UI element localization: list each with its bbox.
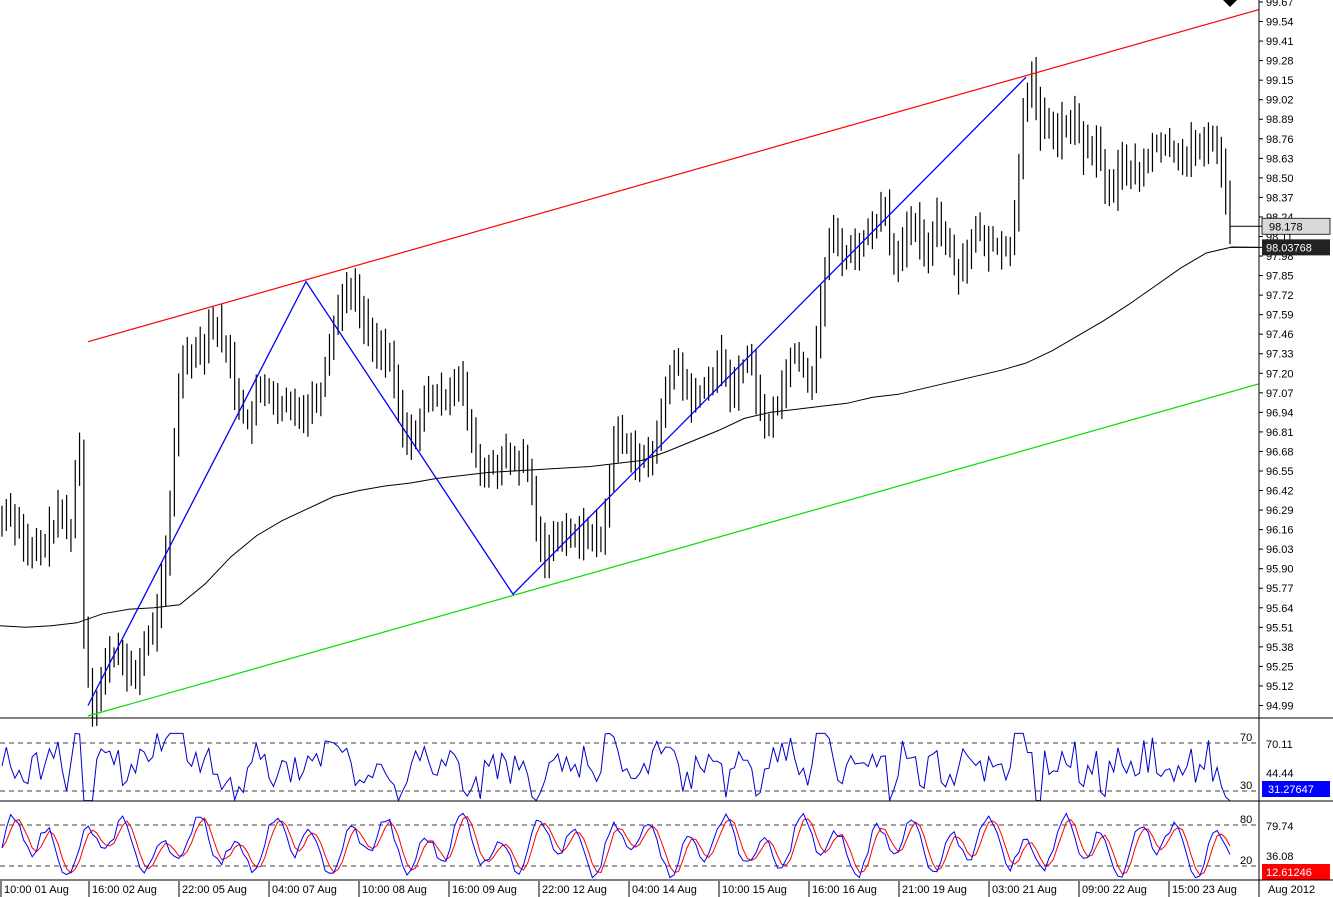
y-tick-label: 99.02 xyxy=(1266,95,1294,107)
y-tick-label: 99.41 xyxy=(1266,36,1294,48)
y-tick-label: 98.63 xyxy=(1266,153,1294,165)
x-tick-label: 22:00 12 Aug xyxy=(542,884,607,896)
stoch-tick-label: 79.74 xyxy=(1266,821,1294,833)
stoch-k-line xyxy=(1,812,1231,879)
x-tick-label: 22:00 05 Aug xyxy=(182,884,247,896)
y-tick-label: 98.76 xyxy=(1266,134,1294,146)
y-tick-label: 99.67 xyxy=(1266,0,1294,9)
y-tick-label: 98.37 xyxy=(1266,192,1294,204)
y-tick-label: 96.03 xyxy=(1266,544,1294,556)
rsi-line xyxy=(1,732,1231,803)
stoch-level-label: 20 xyxy=(1240,855,1252,867)
x-tick-label: 03:00 21 Aug xyxy=(992,884,1057,896)
y-tick-label: 97.59 xyxy=(1266,310,1294,322)
y-tick-label: 98.50 xyxy=(1266,173,1294,185)
y-tick-label: 95.90 xyxy=(1266,564,1294,576)
y-tick-label: 99.15 xyxy=(1266,75,1294,87)
x-tick-label: 15:00 23 Aug xyxy=(1172,884,1237,896)
y-tick-label: 96.16 xyxy=(1266,525,1294,537)
last-price-label: 98.178 xyxy=(1269,221,1303,233)
y-tick-label: 99.28 xyxy=(1266,56,1294,68)
x-tick-label: 16:00 16 Aug xyxy=(812,884,877,896)
lower-channel-line xyxy=(87,383,1260,717)
stoch-value-badge xyxy=(1262,864,1330,880)
y-tick-label: 95.77 xyxy=(1266,583,1294,595)
arrow-marker-icon xyxy=(1223,0,1237,7)
y-tick-label: 95.64 xyxy=(1266,603,1294,615)
x-axis-end-label: Aug 2012 xyxy=(1268,884,1315,896)
price-panel: 99.67 99.54 99.41 99.28 99.15 99.02 98.89 98.76… xyxy=(0,0,1331,727)
y-tick-label: 97.85 xyxy=(1266,271,1294,283)
y-tick-label: 95.51 xyxy=(1266,622,1294,634)
y-tick-label: 97.72 xyxy=(1266,290,1294,302)
x-tick-label: 10:00 01 Aug xyxy=(4,884,69,896)
ma-value-label: 98.03768 xyxy=(1266,242,1312,254)
y-tick-label: 99.54 xyxy=(1266,17,1294,29)
x-tick-label: 16:00 02 Aug xyxy=(92,884,157,896)
last-price-badge xyxy=(1261,217,1331,235)
y-tick-label: 98.89 xyxy=(1266,114,1294,126)
x-tick-label: 16:00 09 Aug xyxy=(452,884,517,896)
y-tick-label: 96.81 xyxy=(1266,427,1294,439)
rsi-level-label: 70 xyxy=(1240,732,1252,744)
rsi-level-label: 30 xyxy=(1240,780,1252,792)
rsi-tick-label: 70.11 xyxy=(1266,739,1293,751)
y-tick-label: 97.46 xyxy=(1266,329,1294,341)
y-tick-label: 97.20 xyxy=(1266,368,1294,380)
y-tick-label: 97.07 xyxy=(1266,388,1294,400)
y-tick-label: 97.33 xyxy=(1266,349,1294,361)
moving-average-line xyxy=(0,246,1260,628)
x-axis: 10:00 01 Aug 16:00 02 Aug 22:00 05 Aug 04:0… xyxy=(0,881,1315,897)
ma-value-badge xyxy=(1262,239,1330,256)
x-tick-label: 04:00 14 Aug xyxy=(632,884,697,896)
rsi-tick-label: 44.44 xyxy=(1266,768,1294,780)
y-tick-label: 96.42 xyxy=(1266,486,1294,498)
upper-channel-line xyxy=(87,8,1260,343)
stoch-level-label: 80 xyxy=(1240,814,1252,826)
y-tick-label: 94.99 xyxy=(1266,700,1294,712)
x-tick-label: 10:00 08 Aug xyxy=(362,884,427,896)
y-tick-label: 96.68 xyxy=(1266,446,1294,458)
rsi-value-badge xyxy=(1262,781,1330,797)
rsi-value-label: 31.27647 xyxy=(1268,784,1314,796)
x-tick-label: 21:00 19 Aug xyxy=(902,884,967,896)
y-tick-label: 96.29 xyxy=(1266,505,1294,517)
zigzag-line xyxy=(87,76,1027,706)
stoch-d-line xyxy=(1,815,1231,876)
y-tick-label: 95.12 xyxy=(1266,681,1294,693)
y-tick-label: 95.25 xyxy=(1266,661,1294,673)
stoch-value-label: 12.61246 xyxy=(1266,867,1312,879)
x-tick-label: 10:00 15 Aug xyxy=(722,884,787,896)
stoch-panel: 80 20 79.74 36.08 12.61246 xyxy=(0,812,1330,880)
stoch-tick-label: 36.08 xyxy=(1266,851,1294,863)
y-tick-label: 96.55 xyxy=(1266,466,1294,478)
x-tick-label: 09:00 22 Aug xyxy=(1082,884,1147,896)
y-tick-label: 95.38 xyxy=(1266,642,1294,654)
y-tick-label: 96.94 xyxy=(1266,407,1294,419)
rsi-panel: 70 30 70.11 44.44 31.27647 xyxy=(0,732,1330,803)
x-tick-label: 04:00 07 Aug xyxy=(272,884,337,896)
